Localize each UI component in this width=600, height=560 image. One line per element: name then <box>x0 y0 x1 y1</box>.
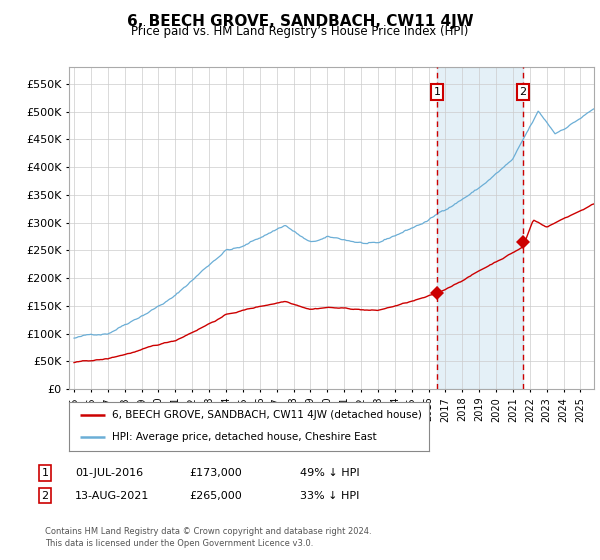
Text: 6, BEECH GROVE, SANDBACH, CW11 4JW: 6, BEECH GROVE, SANDBACH, CW11 4JW <box>127 14 473 29</box>
Text: Contains HM Land Registry data © Crown copyright and database right 2024.
This d: Contains HM Land Registry data © Crown c… <box>45 527 371 548</box>
Text: 2: 2 <box>520 87 527 97</box>
Text: 33% ↓ HPI: 33% ↓ HPI <box>300 491 359 501</box>
Bar <box>437 67 523 389</box>
Text: 6, BEECH GROVE, SANDBACH, CW11 4JW (detached house): 6, BEECH GROVE, SANDBACH, CW11 4JW (deta… <box>112 410 422 421</box>
Text: 13-AUG-2021: 13-AUG-2021 <box>75 491 149 501</box>
Text: 1: 1 <box>41 468 49 478</box>
Text: 01-JUL-2016: 01-JUL-2016 <box>75 468 143 478</box>
Text: HPI: Average price, detached house, Cheshire East: HPI: Average price, detached house, Ches… <box>112 432 377 442</box>
Text: 2: 2 <box>41 491 49 501</box>
Text: 49% ↓ HPI: 49% ↓ HPI <box>300 468 359 478</box>
Text: £173,000: £173,000 <box>189 468 242 478</box>
Text: £265,000: £265,000 <box>189 491 242 501</box>
Text: 1: 1 <box>434 87 440 97</box>
Text: Price paid vs. HM Land Registry’s House Price Index (HPI): Price paid vs. HM Land Registry’s House … <box>131 25 469 38</box>
